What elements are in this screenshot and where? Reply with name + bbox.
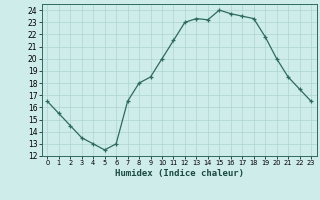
X-axis label: Humidex (Indice chaleur): Humidex (Indice chaleur) xyxy=(115,169,244,178)
